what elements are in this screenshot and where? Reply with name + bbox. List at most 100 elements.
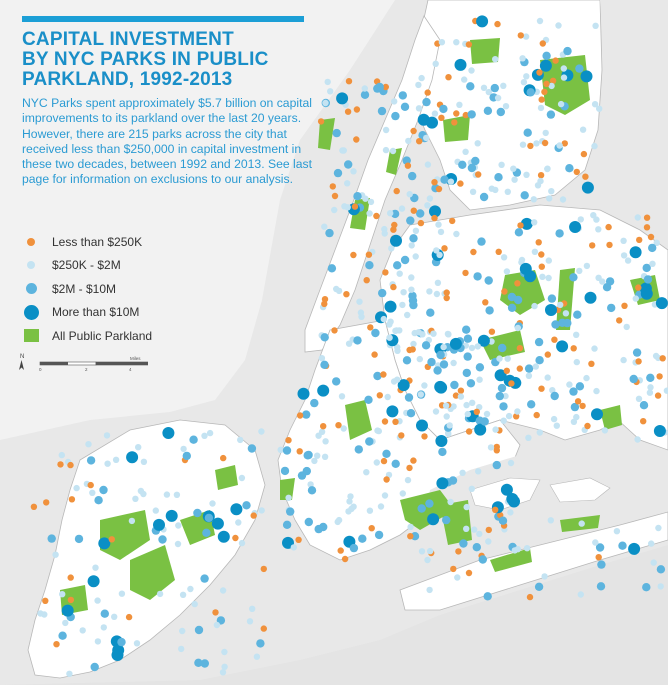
investment-dot xyxy=(525,434,532,441)
investment-dot xyxy=(513,413,520,420)
investment-dot xyxy=(476,15,489,28)
investment-dot xyxy=(471,526,478,533)
investment-dot xyxy=(213,621,221,629)
investment-dot xyxy=(569,387,578,396)
investment-dot xyxy=(407,523,414,531)
investment-dot xyxy=(68,496,76,503)
investment-dot xyxy=(435,381,448,394)
investment-dot xyxy=(514,228,524,237)
investment-dot xyxy=(297,387,310,400)
investment-dot xyxy=(439,360,449,369)
investment-dot xyxy=(282,446,292,455)
investment-dot xyxy=(523,545,531,552)
investment-dot xyxy=(194,625,204,635)
investment-dot xyxy=(522,33,530,40)
scale-tick-2: 2 xyxy=(85,367,88,372)
investment-dot xyxy=(480,84,488,92)
investment-dot xyxy=(527,400,536,409)
investment-dot xyxy=(394,376,401,383)
investment-dot xyxy=(408,171,417,181)
investment-dot xyxy=(492,460,501,470)
investment-dot xyxy=(415,81,422,89)
investment-dot xyxy=(434,279,442,286)
investment-dot xyxy=(396,270,403,277)
investment-dot xyxy=(523,171,530,178)
investment-dot xyxy=(174,540,182,548)
investment-dot xyxy=(566,381,573,388)
investment-dot xyxy=(629,374,638,384)
investment-dot xyxy=(544,351,551,358)
investment-dot xyxy=(652,352,660,360)
investment-dot xyxy=(533,411,540,419)
investment-dot xyxy=(353,192,362,201)
legend-label: More than $10M xyxy=(52,305,140,320)
investment-dot xyxy=(456,101,463,109)
investment-dot xyxy=(391,98,398,105)
investment-dot xyxy=(356,298,363,305)
investment-dot xyxy=(565,164,574,173)
investment-dot xyxy=(332,377,341,386)
investment-dot xyxy=(285,437,292,444)
investment-dot xyxy=(467,110,476,119)
investment-dot xyxy=(194,658,203,667)
investment-dot xyxy=(457,180,464,187)
investment-dot xyxy=(404,393,414,402)
legend-swatch xyxy=(22,237,40,246)
investment-dot xyxy=(570,418,578,425)
investment-dot xyxy=(544,165,551,172)
investment-dot xyxy=(657,583,664,590)
investment-dot xyxy=(462,111,469,119)
investment-dot xyxy=(158,535,167,544)
investment-dot xyxy=(417,504,426,513)
investment-dot xyxy=(643,275,653,284)
investment-dot xyxy=(469,188,477,195)
investment-dot xyxy=(583,262,591,270)
investment-dot xyxy=(549,387,556,394)
legend-item-less-than-250k: Less than $250K xyxy=(22,230,222,254)
investment-dot xyxy=(580,70,593,83)
investment-dot xyxy=(643,224,651,231)
investment-dot xyxy=(595,226,602,233)
investment-dot xyxy=(649,260,656,267)
investment-dot xyxy=(399,301,406,309)
investment-dot xyxy=(441,245,448,252)
investment-dot xyxy=(384,393,391,401)
investment-dot xyxy=(443,413,450,420)
investment-dot xyxy=(221,663,228,670)
investment-dot xyxy=(52,551,59,558)
investment-dot xyxy=(552,57,559,64)
investment-dot xyxy=(469,399,476,406)
investment-dot xyxy=(605,223,612,231)
investment-dot xyxy=(404,311,411,319)
investment-dot xyxy=(424,556,431,564)
investment-dot xyxy=(59,591,66,598)
investment-dot xyxy=(400,289,407,296)
investment-dot xyxy=(92,564,99,571)
investment-dot xyxy=(458,160,467,169)
investment-dot xyxy=(404,476,412,484)
investment-dot xyxy=(468,67,475,74)
investment-dot xyxy=(556,142,563,149)
investment-dot xyxy=(219,669,227,676)
investment-dot xyxy=(474,140,481,147)
investment-dot xyxy=(475,171,482,178)
investment-dot xyxy=(643,214,651,221)
investment-dot xyxy=(654,392,662,399)
investment-dot xyxy=(282,520,292,529)
investment-dot xyxy=(87,481,94,489)
investment-dot xyxy=(532,363,539,370)
investment-dot xyxy=(496,107,505,117)
investment-dot xyxy=(595,554,602,561)
investment-dot xyxy=(410,457,417,464)
investment-dot xyxy=(400,102,410,112)
investment-dot xyxy=(473,408,480,415)
investment-dot xyxy=(360,90,370,100)
investment-dot xyxy=(189,435,198,444)
investment-dot xyxy=(73,484,80,492)
investment-dot xyxy=(286,507,295,516)
investment-dot xyxy=(100,624,108,631)
investment-dot xyxy=(494,94,502,102)
investment-dot xyxy=(307,486,317,495)
investment-dot xyxy=(636,236,643,244)
investment-dot xyxy=(647,233,655,241)
